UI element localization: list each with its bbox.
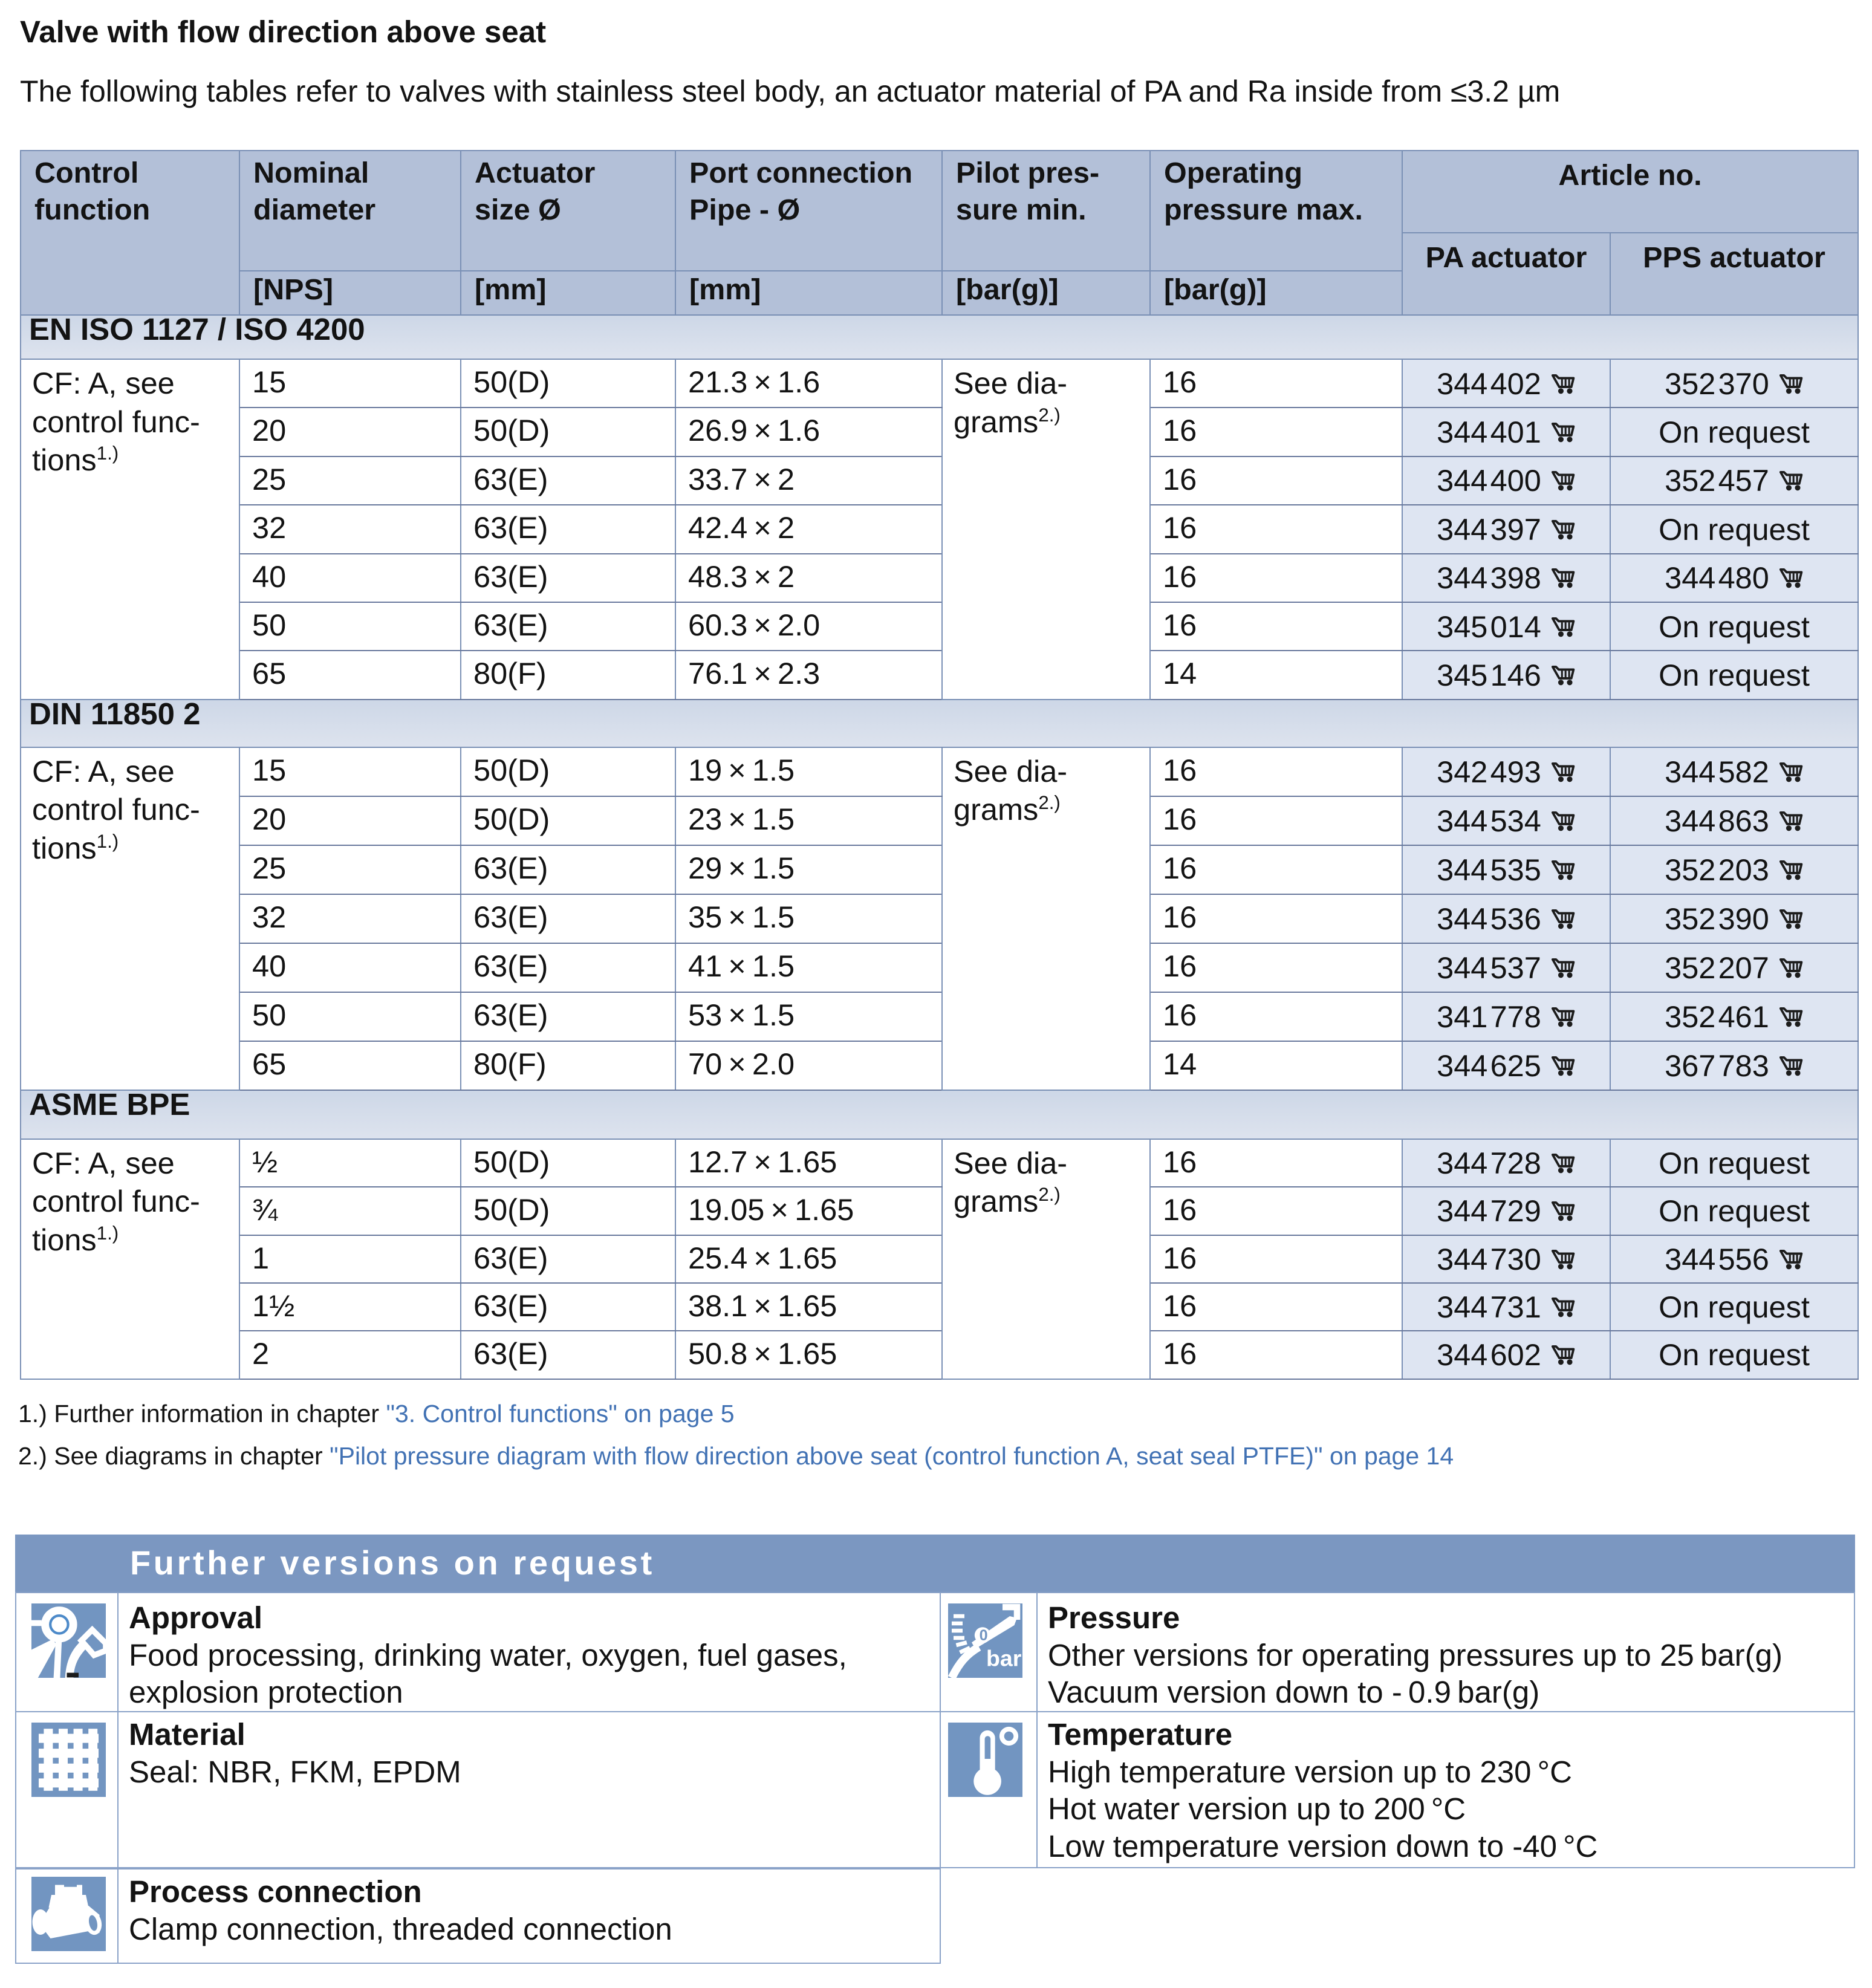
svg-text:0: 0 — [980, 1627, 988, 1644]
svg-text:bar: bar — [986, 1646, 1022, 1671]
